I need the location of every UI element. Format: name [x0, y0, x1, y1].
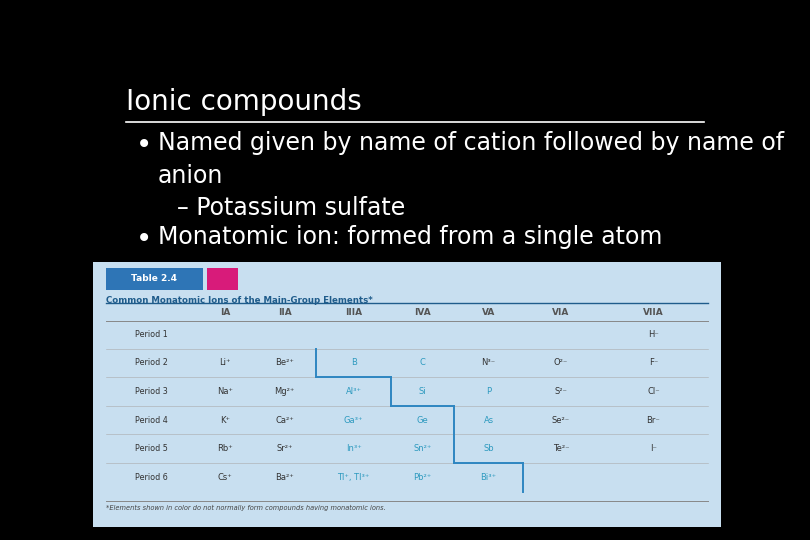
Text: B: B — [351, 359, 356, 368]
Text: P: P — [486, 387, 491, 396]
Text: Period 5: Period 5 — [134, 444, 168, 453]
Text: Period 2: Period 2 — [134, 359, 168, 368]
Text: *Elements shown in color do not normally form compounds having monatomic ions.: *Elements shown in color do not normally… — [105, 505, 386, 511]
Text: Monatomic ion: formed from a single atom: Monatomic ion: formed from a single atom — [158, 225, 662, 249]
Text: – Potassium sulfate: – Potassium sulfate — [177, 196, 405, 220]
Text: Be²⁺: Be²⁺ — [275, 359, 294, 368]
FancyBboxPatch shape — [207, 268, 237, 289]
FancyBboxPatch shape — [105, 268, 203, 289]
Text: Mg²⁺: Mg²⁺ — [275, 387, 295, 396]
Text: Tl⁺, Tl³⁺: Tl⁺, Tl³⁺ — [338, 473, 370, 482]
Text: In³⁺: In³⁺ — [346, 444, 361, 453]
Text: Li⁺: Li⁺ — [220, 359, 231, 368]
Text: Period 1: Period 1 — [134, 330, 168, 339]
Text: Si: Si — [419, 387, 427, 396]
Text: Ca²⁺: Ca²⁺ — [275, 416, 294, 424]
Text: S²⁻: S²⁻ — [554, 387, 567, 396]
Text: Al³⁺: Al³⁺ — [346, 387, 362, 396]
Text: F⁻: F⁻ — [649, 359, 658, 368]
Text: K⁺: K⁺ — [220, 416, 230, 424]
Text: Table 2.4: Table 2.4 — [131, 274, 177, 284]
Text: I⁻: I⁻ — [650, 444, 657, 453]
Text: IVA: IVA — [415, 308, 431, 317]
Text: Period 6: Period 6 — [134, 473, 168, 482]
Text: IIIA: IIIA — [345, 308, 362, 317]
Text: Se²⁻: Se²⁻ — [552, 416, 570, 424]
Text: Sr²⁺: Sr²⁺ — [276, 444, 293, 453]
Text: Sn²⁺: Sn²⁺ — [414, 444, 432, 453]
Text: •: • — [136, 131, 152, 159]
Text: Pb²⁺: Pb²⁺ — [414, 473, 432, 482]
Text: C: C — [420, 359, 426, 368]
Text: O²⁻: O²⁻ — [554, 359, 568, 368]
Text: Rb⁺: Rb⁺ — [217, 444, 232, 453]
Text: Sb: Sb — [484, 444, 494, 453]
Text: •: • — [136, 225, 152, 253]
Text: Cl⁻: Cl⁻ — [647, 387, 659, 396]
Text: Period 3: Period 3 — [134, 387, 168, 396]
Text: Named given by name of cation followed by name of
anion: Named given by name of cation followed b… — [158, 131, 784, 188]
Text: Ba²⁺: Ba²⁺ — [275, 473, 294, 482]
Text: As: As — [484, 416, 494, 424]
Text: N³⁻: N³⁻ — [482, 359, 496, 368]
Text: VA: VA — [482, 308, 496, 317]
Text: Br⁻: Br⁻ — [646, 416, 660, 424]
Text: Bi³⁺: Bi³⁺ — [480, 473, 497, 482]
Text: Cs⁺: Cs⁺ — [218, 473, 232, 482]
Text: Ge: Ge — [417, 416, 428, 424]
Text: Ga³⁺: Ga³⁺ — [344, 416, 364, 424]
Text: VIIA: VIIA — [643, 308, 663, 317]
Text: IIA: IIA — [278, 308, 292, 317]
Text: IA: IA — [220, 308, 230, 317]
Text: H⁻: H⁻ — [648, 330, 659, 339]
Text: Na⁺: Na⁺ — [217, 387, 233, 396]
Text: VIA: VIA — [552, 308, 569, 317]
Text: Period 4: Period 4 — [134, 416, 168, 424]
Text: Common Monatomic Ions of the Main-Group Elements*: Common Monatomic Ions of the Main-Group … — [105, 296, 373, 305]
Text: Te²⁻: Te²⁻ — [552, 444, 569, 453]
FancyBboxPatch shape — [93, 262, 721, 526]
Text: Ionic compounds: Ionic compounds — [126, 87, 362, 116]
